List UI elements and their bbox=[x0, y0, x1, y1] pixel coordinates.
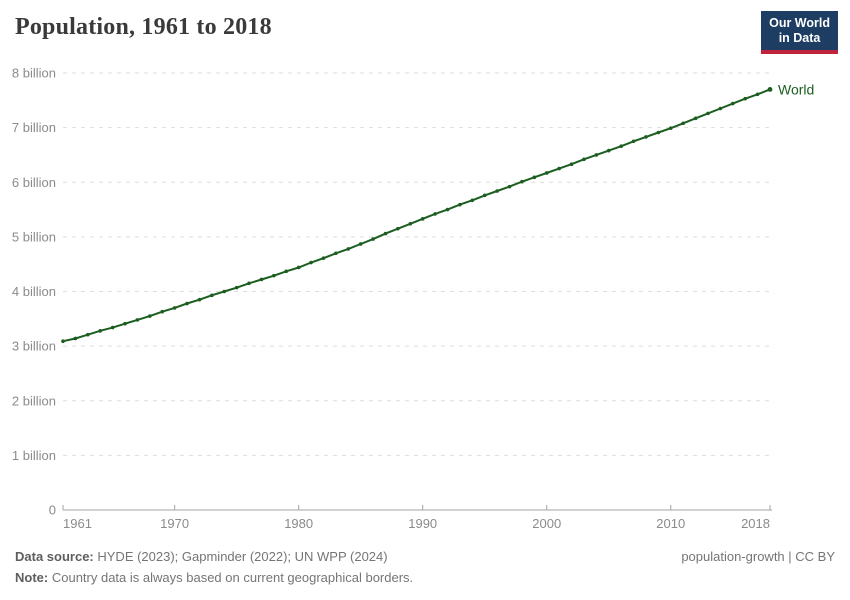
owid-logo-line1: Our World bbox=[769, 16, 830, 30]
data-point[interactable] bbox=[73, 336, 78, 341]
license-link[interactable]: population-growth | CC BY bbox=[681, 549, 835, 564]
data-point[interactable] bbox=[656, 130, 661, 135]
data-source-text: HYDE (2023); Gapminder (2022); UN WPP (2… bbox=[97, 549, 388, 564]
data-point[interactable] bbox=[247, 281, 251, 286]
data-point-end[interactable] bbox=[767, 86, 773, 92]
x-axis-label: 2000 bbox=[532, 516, 561, 531]
data-point[interactable] bbox=[507, 184, 512, 189]
data-point[interactable] bbox=[396, 226, 400, 231]
x-axis-label: 1980 bbox=[284, 516, 313, 531]
data-point[interactable] bbox=[172, 306, 177, 310]
data-point[interactable] bbox=[259, 277, 264, 282]
data-point[interactable] bbox=[420, 217, 425, 221]
data-point[interactable] bbox=[445, 207, 450, 212]
y-axis-label: 5 billion bbox=[12, 229, 56, 244]
data-point[interactable] bbox=[668, 126, 673, 130]
owid-logo-line2: in Data bbox=[778, 31, 821, 46]
data-point[interactable] bbox=[594, 153, 599, 157]
owid-logo[interactable]: Our World in Data bbox=[761, 11, 838, 54]
data-point[interactable] bbox=[371, 237, 375, 241]
data-source-line: Data source: HYDE (2023); Gapminder (202… bbox=[15, 547, 635, 568]
data-point[interactable] bbox=[86, 332, 90, 337]
series-end-label: World bbox=[778, 81, 814, 97]
data-point[interactable] bbox=[148, 314, 152, 318]
data-point[interactable] bbox=[234, 285, 239, 290]
data-point[interactable] bbox=[520, 179, 524, 184]
data-point[interactable] bbox=[185, 301, 189, 306]
data-point[interactable] bbox=[681, 121, 685, 126]
data-point[interactable] bbox=[458, 202, 462, 207]
data-point[interactable] bbox=[631, 139, 636, 144]
note-text: Country data is always based on current … bbox=[51, 569, 414, 585]
data-point[interactable] bbox=[470, 198, 475, 203]
data-point[interactable] bbox=[358, 242, 363, 246]
note-line: Note: Country data is always based on cu… bbox=[15, 568, 635, 589]
data-point[interactable] bbox=[98, 329, 103, 333]
data-point[interactable] bbox=[346, 247, 351, 251]
data-point[interactable] bbox=[222, 289, 227, 294]
data-point[interactable] bbox=[532, 175, 537, 180]
y-axis-label: 8 billion bbox=[12, 66, 56, 81]
note-label: Note: bbox=[15, 569, 49, 585]
data-point[interactable] bbox=[210, 293, 214, 298]
data-point[interactable] bbox=[730, 101, 735, 106]
y-axis-label: 6 billion bbox=[12, 175, 56, 190]
data-point[interactable] bbox=[197, 297, 202, 302]
data-point[interactable] bbox=[706, 111, 710, 116]
data-point[interactable] bbox=[383, 231, 388, 236]
data-point[interactable] bbox=[61, 339, 65, 344]
series-line-world[interactable] bbox=[62, 88, 771, 343]
data-point[interactable] bbox=[582, 157, 586, 162]
y-axis-label: 3 billion bbox=[12, 339, 56, 354]
data-point[interactable] bbox=[693, 116, 698, 121]
page-title: Population, 1961 to 2018 bbox=[15, 14, 272, 40]
data-point[interactable] bbox=[284, 269, 289, 274]
data-point[interactable] bbox=[557, 166, 561, 171]
data-point[interactable] bbox=[743, 96, 747, 101]
data-point[interactable] bbox=[718, 106, 723, 111]
data-point[interactable] bbox=[495, 189, 499, 193]
data-point[interactable] bbox=[296, 265, 301, 270]
data-point[interactable] bbox=[644, 135, 648, 139]
data-point[interactable] bbox=[544, 171, 549, 175]
data-point[interactable] bbox=[272, 273, 276, 278]
data-point[interactable] bbox=[110, 325, 115, 330]
footer-left: Data source: HYDE (2023); Gapminder (202… bbox=[15, 547, 635, 589]
data-point[interactable] bbox=[482, 193, 487, 198]
x-axis-label: 2010 bbox=[656, 516, 685, 531]
data-point[interactable] bbox=[309, 260, 313, 265]
y-axis-label: 7 billion bbox=[12, 120, 56, 135]
y-axis-label: 2 billion bbox=[12, 393, 56, 408]
data-point[interactable] bbox=[334, 251, 338, 256]
x-axis-label: 1961 bbox=[63, 516, 92, 531]
data-point[interactable] bbox=[569, 162, 574, 167]
data-point[interactable] bbox=[433, 212, 437, 216]
x-axis-label: 2018 bbox=[741, 516, 770, 531]
data-point[interactable] bbox=[135, 318, 140, 322]
data-point[interactable] bbox=[619, 144, 623, 148]
x-axis-label: 1970 bbox=[160, 516, 189, 531]
y-axis-label: 1 billion bbox=[12, 448, 56, 463]
y-axis-label: 4 billion bbox=[12, 284, 56, 299]
data-point[interactable] bbox=[321, 256, 326, 260]
data-point[interactable] bbox=[123, 321, 127, 326]
data-source-label: Data source: bbox=[15, 549, 94, 564]
population-line-chart[interactable]: 0 1 billion 2 billion 3 billion 4 billion 5 b… bbox=[0, 55, 850, 540]
data-point[interactable] bbox=[408, 221, 413, 226]
data-point[interactable] bbox=[606, 148, 611, 153]
y-axis-label: 0 bbox=[49, 503, 56, 518]
x-axis-label: 1990 bbox=[408, 516, 437, 531]
chart-footer: Data source: HYDE (2023); Gapminder (202… bbox=[0, 540, 850, 600]
data-point[interactable] bbox=[160, 309, 165, 314]
data-point[interactable] bbox=[755, 92, 760, 97]
